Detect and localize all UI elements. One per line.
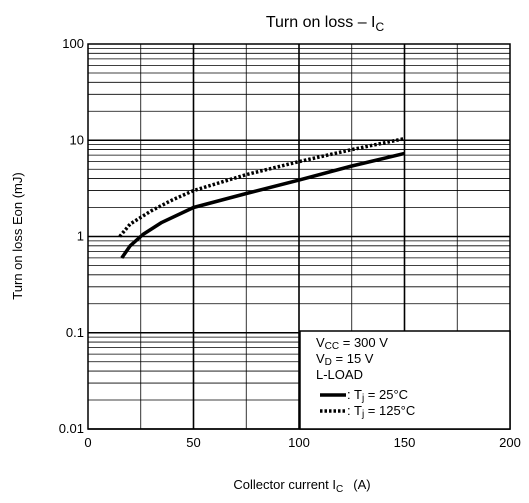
plot-series xyxy=(118,136,405,259)
legend-condition-load: L-LOAD xyxy=(316,367,363,382)
x-tick-label: 150 xyxy=(394,435,416,450)
y-tick-label: 0.1 xyxy=(66,325,84,340)
legend-condition-vcc: VCC = 300 V xyxy=(316,335,388,352)
series-line-tj-25c xyxy=(120,151,405,259)
y-tick-label: 100 xyxy=(62,36,84,51)
y-tick-label: 0.01 xyxy=(59,421,84,436)
plot-frame xyxy=(87,43,511,430)
x-tick-labels: 0 50 100 150 200 xyxy=(84,435,520,450)
x-axis-label: Collector current IC (A) xyxy=(233,477,370,495)
legend-condition-vd: VD = 15 V xyxy=(316,351,374,368)
x-tick-label: 50 xyxy=(186,435,200,450)
legend-entry-125c: : Tj = 125°C xyxy=(347,403,415,420)
series-line-tj-125c xyxy=(118,136,405,238)
x-tick-label: 0 xyxy=(84,435,91,450)
x-tick-label: 100 xyxy=(288,435,310,450)
x-tick-label: 200 xyxy=(499,435,521,450)
legend-box: VCC = 300 V VD = 15 V L-LOAD : Tj = 25°C… xyxy=(299,330,511,430)
y-axis-label: Turn on loss Eon (mJ) xyxy=(10,172,25,299)
y-tick-label: 10 xyxy=(70,132,84,147)
y-tick-labels: 0.01 0.1 1 10 100 xyxy=(59,36,84,436)
y-tick-label: 1 xyxy=(77,229,84,244)
chart-title: Turn on loss – IC xyxy=(266,14,385,34)
plot-grid xyxy=(88,44,510,430)
legend-entry-25c: : Tj = 25°C xyxy=(347,387,408,404)
